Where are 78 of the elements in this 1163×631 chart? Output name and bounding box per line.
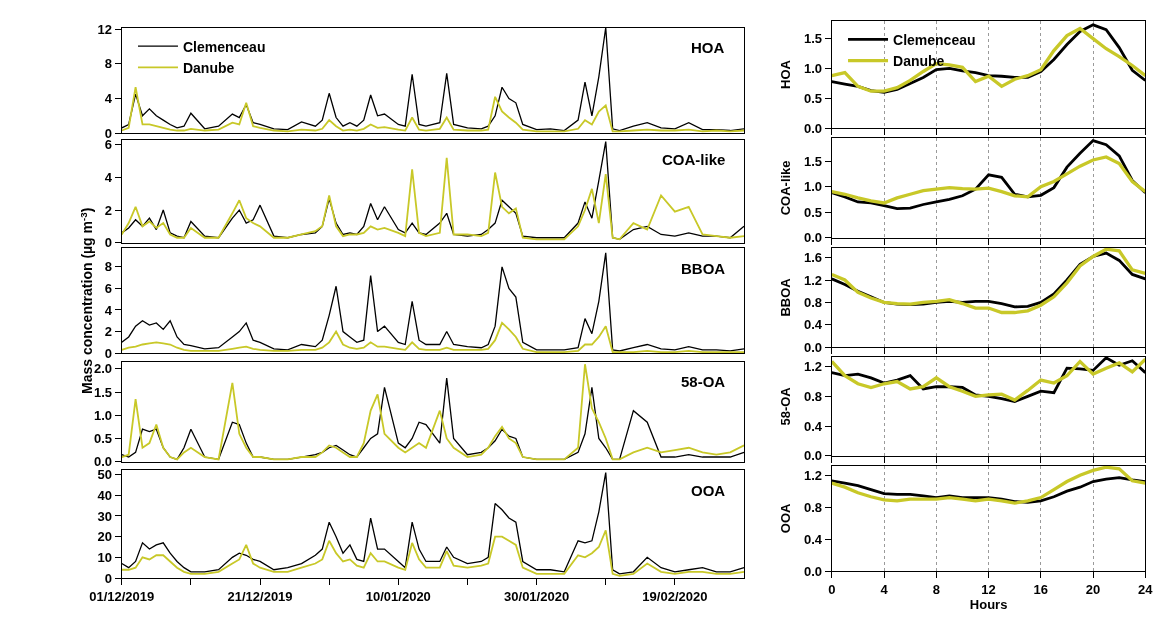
y-tick-label: 0.4 xyxy=(804,418,823,434)
x-tick-label: 21/12/2019 xyxy=(227,588,293,604)
line-series xyxy=(121,156,745,241)
y-tick-label: 20 xyxy=(97,529,113,545)
line-series xyxy=(831,155,1146,205)
x-tick-label: 8 xyxy=(932,581,940,597)
line-series xyxy=(121,529,745,577)
y-tick-label: 0.5 xyxy=(804,204,823,220)
y-tick-label: 4 xyxy=(104,169,113,185)
y-tick-label: 10 xyxy=(97,549,113,565)
y-tick-label: 0 xyxy=(104,235,113,251)
y-tick-label: 1.5 xyxy=(804,31,823,47)
x-tick-label: 16 xyxy=(1033,581,1049,597)
line-series xyxy=(121,252,745,352)
y-tick-label: 2.0 xyxy=(93,361,113,377)
legend-label: Clemenceau xyxy=(182,38,266,55)
y-axis-title: OOA xyxy=(777,502,793,534)
x-tick-label: 24 xyxy=(1138,581,1154,597)
y-tick-label: 6 xyxy=(104,280,113,296)
y-tick-label: 50 xyxy=(97,467,113,483)
y-tick-label: 1.0 xyxy=(93,407,113,423)
y-tick-label: 0.8 xyxy=(804,388,823,404)
y-tick-label: 40 xyxy=(97,487,113,503)
x-tick-label: 12 xyxy=(981,581,996,597)
annotation: HOA xyxy=(691,39,725,56)
y-tick-label: 1.0 xyxy=(804,179,823,195)
y-tick-label: 12 xyxy=(97,21,113,37)
annotation: OOA xyxy=(691,482,726,499)
x-tick-label: 30/01/2020 xyxy=(504,588,570,604)
y-tick-label: 0.0 xyxy=(804,230,823,246)
y-tick-label: 2 xyxy=(104,324,113,340)
y-tick-label: 0 xyxy=(104,570,113,586)
y-axis-title: HOA xyxy=(777,59,793,89)
y-tick-label: 2 xyxy=(104,202,113,218)
y-tick-label: 4 xyxy=(104,302,113,318)
y-tick-label: 0.8 xyxy=(804,294,823,310)
x-tick-label: 0 xyxy=(828,581,836,597)
y-tick-label: 1.5 xyxy=(93,384,113,400)
y-tick-label: 4 xyxy=(104,91,113,107)
line-series xyxy=(121,471,745,575)
y-tick-label: 0.0 xyxy=(804,448,823,464)
legend-label: Clemenceau xyxy=(893,31,976,48)
x-tick-label: 4 xyxy=(880,581,889,597)
y-tick-label: 0.4 xyxy=(804,317,823,333)
annotation: BBOA xyxy=(681,260,726,277)
line-series xyxy=(831,465,1146,505)
y-tick-label: 1.6 xyxy=(804,250,823,266)
y-tick-label: 0.0 xyxy=(804,120,823,136)
y-tick-label: 0.4 xyxy=(804,531,823,547)
y-tick-label: 0.5 xyxy=(93,431,113,447)
y-axis-title: 58-OA xyxy=(777,386,793,426)
annotation: 58-OA xyxy=(681,373,726,390)
x-tick-label: 19/02/2020 xyxy=(642,588,708,604)
y-tick-label: 8 xyxy=(104,259,113,275)
y-tick-label: 0.0 xyxy=(804,339,823,355)
x-tick-label: 01/12/2019 xyxy=(89,588,155,604)
y-tick-label: 1.0 xyxy=(804,61,823,77)
line-series xyxy=(121,86,745,133)
y-tick-label: 0.0 xyxy=(804,563,823,579)
y-tick-label: 1.2 xyxy=(804,467,823,483)
y-tick-label: 1.2 xyxy=(804,359,823,375)
y-tick-label: 30 xyxy=(97,508,113,524)
x-axis-title: Hours xyxy=(969,596,1008,612)
y-tick-label: 0.5 xyxy=(804,90,823,106)
y-axis-title: BBOA xyxy=(777,277,793,317)
legend-label: Danube xyxy=(182,59,235,76)
legend-label: Danube xyxy=(893,53,945,70)
line-series xyxy=(121,322,745,353)
annotation: COA-like xyxy=(662,151,726,168)
y-tick-label: 0.8 xyxy=(804,499,823,515)
x-tick-label: 20 xyxy=(1085,581,1101,597)
y-tick-label: 1.2 xyxy=(804,272,823,288)
y-axis-title: COA-like xyxy=(777,160,793,216)
y-tick-label: 0 xyxy=(104,345,113,361)
y-tick-label: 0.0 xyxy=(93,454,113,470)
y-tick-label: 8 xyxy=(104,56,113,72)
x-tick-label: 10/01/2020 xyxy=(365,588,431,604)
y-tick-label: 1.5 xyxy=(804,153,823,169)
